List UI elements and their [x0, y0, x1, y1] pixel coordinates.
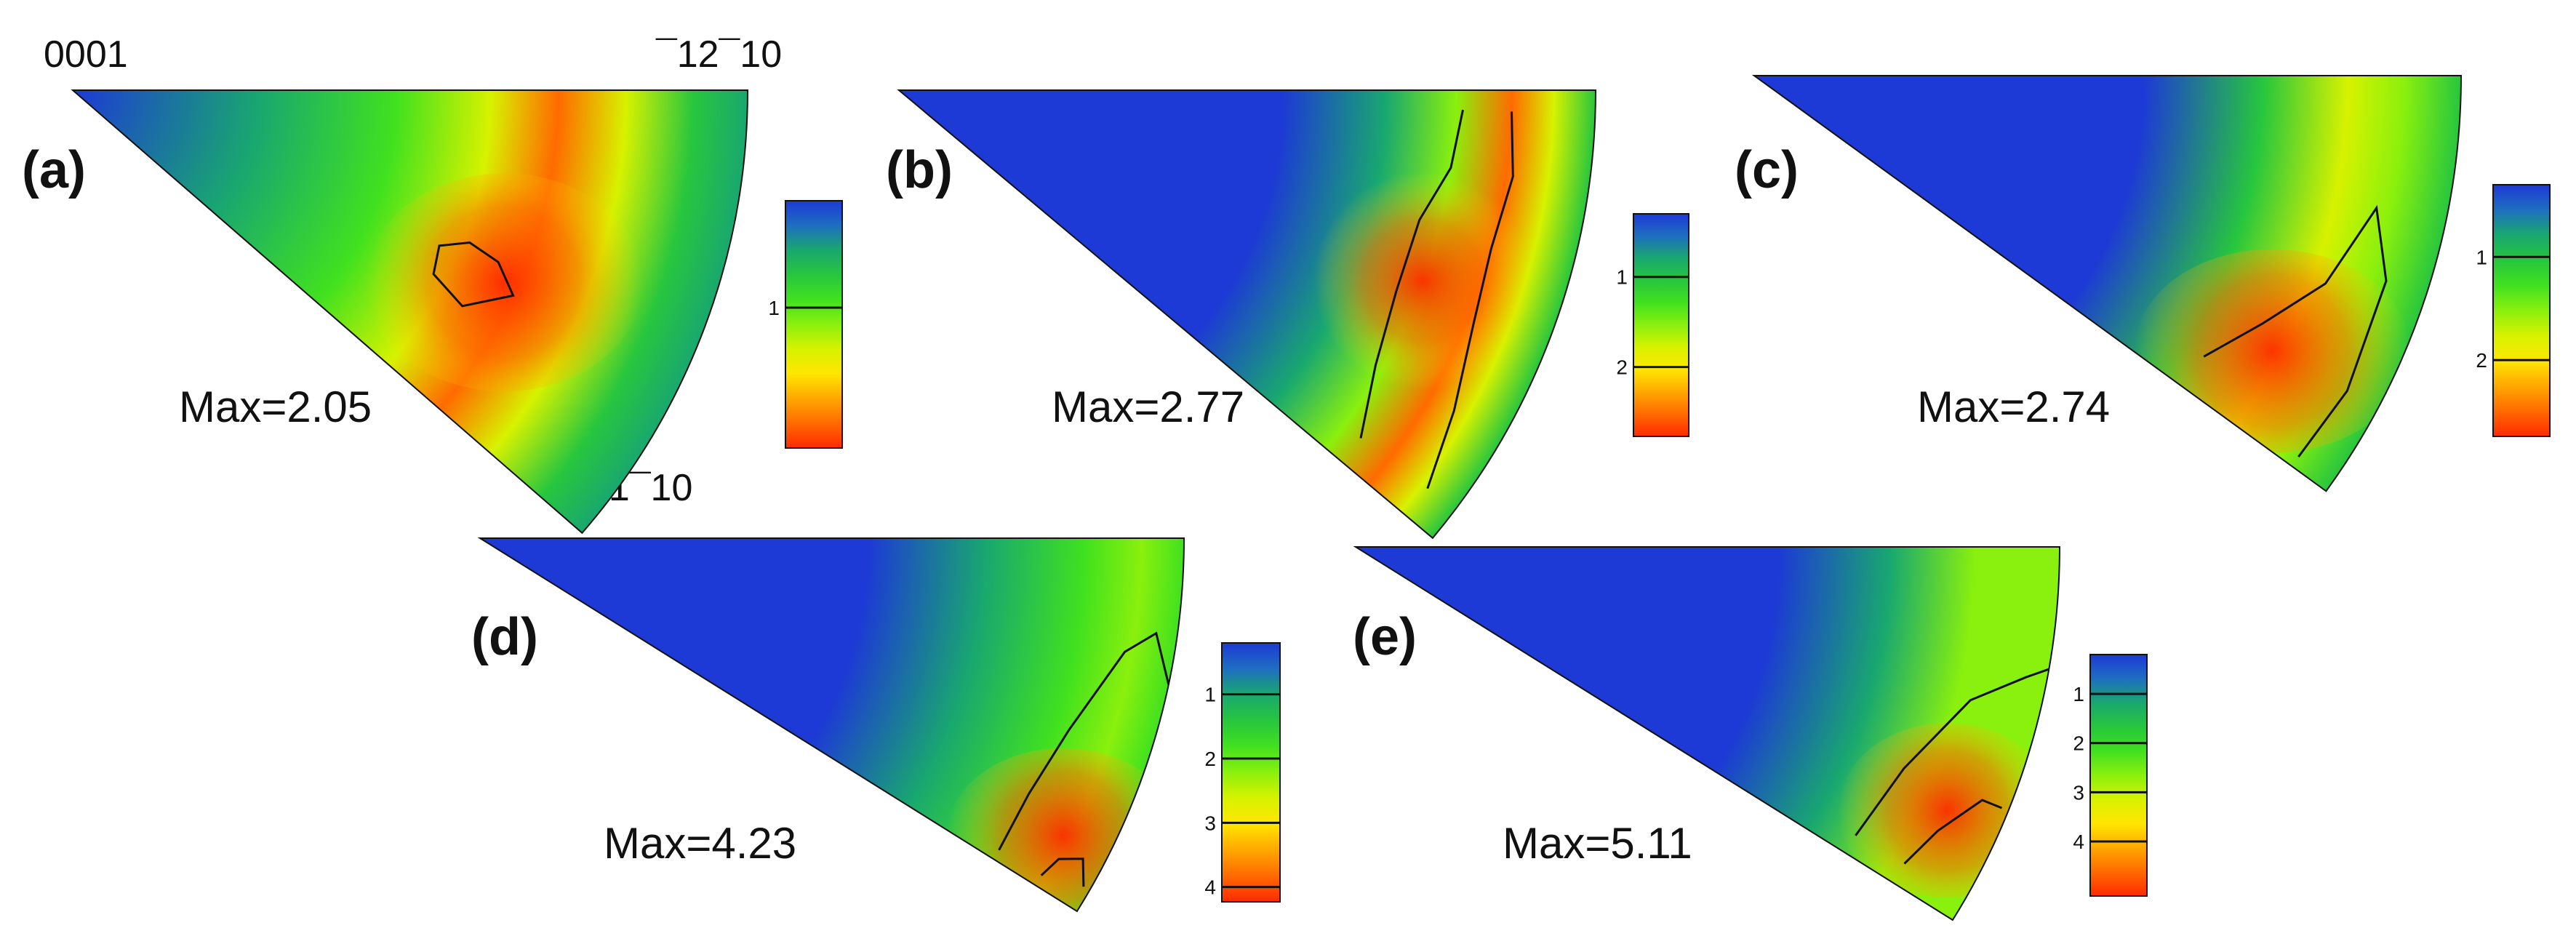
corner-label-0001: 0001: [44, 33, 128, 76]
colorbar-tick-label: 1: [2476, 246, 2487, 268]
contour-line-b-2: [1426, 111, 1514, 489]
colorbar-tick-label: 1: [1204, 684, 1216, 706]
colorbar-tick-label: 4: [2073, 831, 2084, 853]
intensity-peak: [1838, 723, 2057, 898]
colorbar-tick-label: 1: [768, 297, 780, 319]
contour-line-e-1: [1855, 668, 2049, 836]
contour-line-d-2: [1040, 857, 1085, 887]
panel-c: (c) Max=2.74 12: [1735, 75, 2551, 492]
contour-line-a-1: [432, 241, 515, 308]
colorbar-scale: [1633, 213, 1689, 437]
colorbar-e: 1 2 3 4: [2073, 654, 2148, 897]
panel-letter-c: (c): [1735, 141, 1799, 199]
colorbar-scale: [2089, 654, 2148, 897]
colorbar-tick-label: 2: [1204, 748, 1216, 770]
colorbar-tick-label: 2: [2073, 732, 2084, 755]
colorbar-tick-label: 1: [2073, 683, 2084, 705]
panel-letter-b: (b): [886, 141, 953, 199]
max-label-b: Max=2.77: [1052, 383, 1244, 431]
colorbar-tick-label: 3: [1204, 812, 1216, 834]
ipf-sector-outline: [1353, 546, 2061, 921]
panel-letter-a: (a): [22, 141, 86, 199]
colorbar-tick-label: 2: [1616, 356, 1628, 379]
colorbar-tick-label: 3: [2073, 781, 2084, 804]
panel-e: (e) Max=5.11 1 2 3 4: [1353, 546, 2148, 921]
corner-label-m12m10: ¯12¯10: [655, 33, 782, 76]
colorbar-d: 1 2 3 4: [1204, 642, 1281, 903]
max-label-e: Max=5.11: [1503, 819, 1692, 868]
colorbar-tick-label: 4: [1204, 876, 1216, 899]
ipf-sector-outline: [71, 89, 749, 535]
colorbar-c: 12: [2476, 184, 2551, 437]
colorbar-tick-label: 1: [1616, 266, 1628, 289]
colorbar-tick-label: 2: [2476, 349, 2487, 372]
intensity-peak: [1313, 143, 1532, 420]
panel-d: (d) Max=4.23 1 2 3 4: [471, 537, 1281, 913]
contour-line-e-2: [1903, 799, 2003, 865]
max-label-c: Max=2.74: [1917, 383, 2110, 431]
intensity-peak: [366, 173, 643, 392]
colorbar-scale: [1221, 642, 1281, 903]
panel-a: (a) Max=2.05 1: [22, 89, 843, 535]
colorbar-scale: [785, 200, 843, 449]
ipf-sector-outline: [477, 537, 1185, 913]
colorbar-a: 1: [768, 200, 843, 449]
contour-line-c-1: [2203, 204, 2388, 457]
max-label-d: Max=4.23: [604, 819, 796, 868]
ipf-sector-outline: [1751, 75, 2463, 492]
colorbar-b: 12: [1616, 213, 1689, 437]
intensity-peak: [947, 748, 1180, 911]
contour-line-d-1: [998, 631, 1170, 851]
contour-line-b-1: [1359, 109, 1464, 439]
panel-b: (b) Max=2.77 12: [886, 89, 1689, 540]
max-label-a: Max=2.05: [179, 383, 372, 431]
ipf-sector-outline: [897, 89, 1597, 540]
colorbar-scale: [2492, 184, 2551, 437]
panel-letter-d: (d): [471, 608, 538, 666]
intensity-peak: [2134, 249, 2411, 453]
panel-letter-e: (e): [1353, 608, 1417, 666]
